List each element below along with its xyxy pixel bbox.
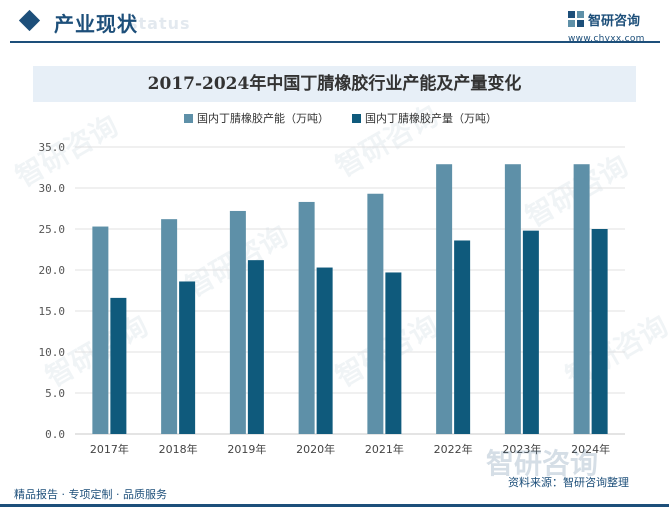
x-tick-label: 2023年 bbox=[502, 442, 541, 456]
y-tick-label: 5.0 bbox=[45, 387, 65, 400]
footer-divider bbox=[0, 504, 669, 507]
legend-swatch-output bbox=[352, 114, 361, 123]
x-tick-label: 2022年 bbox=[434, 442, 473, 456]
corner-watermark: 智研咨询 bbox=[486, 447, 599, 480]
ghost-heading: status bbox=[128, 14, 191, 33]
output-bar bbox=[247, 260, 264, 434]
y-tick-label: 35.0 bbox=[39, 141, 66, 154]
capacity-bar bbox=[298, 201, 315, 434]
legend-label-output: 国内丁腈橡胶产量（万吨） bbox=[365, 111, 497, 125]
output-bar bbox=[522, 230, 539, 434]
capacity-bar bbox=[436, 164, 453, 434]
output-bar bbox=[454, 240, 471, 434]
brand-logo: 智研咨询 www.chyxx.com bbox=[568, 10, 664, 46]
capacity-bar bbox=[367, 193, 384, 434]
y-tick-label: 25.0 bbox=[39, 223, 66, 236]
y-tick-label: 20.0 bbox=[39, 264, 66, 277]
logo-icon bbox=[568, 11, 584, 27]
header-divider bbox=[10, 41, 660, 43]
x-tick-label: 2024年 bbox=[571, 442, 610, 456]
logo-name: 智研咨询 bbox=[588, 14, 641, 29]
capacity-bar bbox=[161, 219, 178, 434]
footer-source: 资料来源：智研咨询整理 bbox=[508, 476, 629, 489]
y-tick-label: 10.0 bbox=[39, 346, 66, 359]
x-tick-label: 2019年 bbox=[227, 442, 266, 456]
output-bar bbox=[179, 281, 196, 434]
legend-label-capacity: 国内丁腈橡胶产能（万吨） bbox=[197, 111, 329, 125]
output-bar bbox=[316, 267, 333, 434]
output-bar bbox=[110, 297, 127, 434]
output-bar bbox=[385, 272, 402, 434]
chart-title-band: 2017-2024年中国丁腈橡胶行业产能及产量变化 bbox=[33, 66, 636, 102]
section-title: 产业现状 bbox=[54, 12, 138, 36]
capacity-bar bbox=[92, 226, 109, 434]
legend-swatch-capacity bbox=[184, 114, 193, 123]
logo-url: www.chyxx.com bbox=[568, 34, 645, 44]
x-tick-label: 2021年 bbox=[365, 442, 404, 456]
output-bar bbox=[591, 229, 608, 434]
capacity-bar bbox=[504, 164, 521, 434]
capacity-bar bbox=[229, 210, 246, 434]
capacity-bar bbox=[573, 164, 590, 434]
x-tick-label: 2018年 bbox=[159, 442, 198, 456]
y-tick-label: 15.0 bbox=[39, 305, 66, 318]
y-tick-label: 30.0 bbox=[39, 182, 66, 195]
x-tick-label: 2017年 bbox=[90, 442, 129, 456]
chart-title: 2017-2024年中国丁腈橡胶行业产能及产量变化 bbox=[147, 74, 522, 94]
footer-tagline: 精品报告 · 专项定制 · 品质服务 bbox=[14, 488, 167, 501]
page-header: status 产业现状 智研咨询 www.chyxx.com bbox=[0, 0, 669, 46]
x-tick-label: 2020年 bbox=[296, 442, 335, 456]
y-tick-label: 0.0 bbox=[45, 428, 65, 441]
